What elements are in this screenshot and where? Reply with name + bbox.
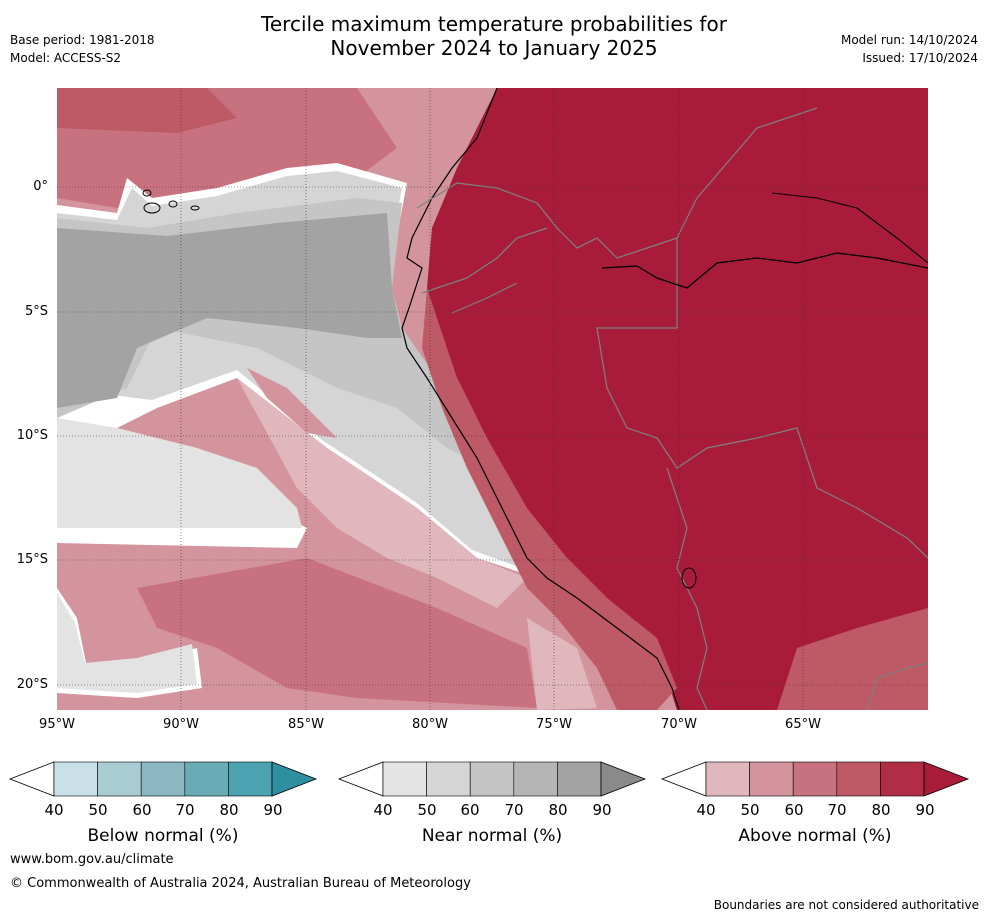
cb-title-near: Near normal (%) <box>421 826 563 846</box>
disclaimer: Boundaries are not considered authoritat… <box>713 898 979 912</box>
colorbar-segment <box>469 761 515 797</box>
colorbar-segment <box>749 761 794 797</box>
colorbar-segment <box>382 761 427 797</box>
above-40-tongue <box>237 378 527 608</box>
cb1-tick-80: 80 <box>548 801 568 819</box>
cb0-tick-40: 40 <box>44 801 64 819</box>
colorbar-segment <box>792 761 838 797</box>
cb2-tick-90: 90 <box>915 801 935 819</box>
lon-label-85w: 85°W <box>288 717 324 732</box>
cb1-tick-90: 90 <box>592 801 612 819</box>
northwest-band-darker <box>57 88 237 133</box>
boundary-southeast <box>866 662 928 710</box>
colorbar-near-normal <box>337 761 647 797</box>
cb2-tick-80: 80 <box>871 801 891 819</box>
cb1-tick-40: 40 <box>373 801 393 819</box>
south-above-60 <box>137 558 537 708</box>
cb0-tick-80: 80 <box>219 801 239 819</box>
above-50-patch <box>247 368 337 438</box>
colorbar-segment <box>53 761 98 797</box>
cb0-tick-70: 70 <box>175 801 195 819</box>
colorbar-extend-low <box>660 761 707 797</box>
boundary-peru-brazil-bolivia <box>596 238 928 559</box>
lake-titicaca <box>681 567 697 589</box>
galapagos-san-cristobal <box>190 205 200 211</box>
coastal-above-40 <box>527 618 597 710</box>
model-run: Model run: 14/10/2024 <box>840 33 978 47</box>
cb0-tick-60: 60 <box>132 801 152 819</box>
cb1-tick-70: 70 <box>504 801 524 819</box>
lat-label-5s: 5°S <box>24 304 48 319</box>
galapagos-isabela <box>143 202 161 214</box>
issued-date: Issued: 17/10/2024 <box>862 51 978 65</box>
title-line-1: Tercile maximum temperature probabilitie… <box>261 12 727 36</box>
colorbar-extend-high <box>271 761 318 797</box>
colorbar-extend-low <box>337 761 384 797</box>
lat-label-15s: 15°S <box>16 552 48 567</box>
colorbars <box>8 761 970 797</box>
colorbar-segment <box>513 761 558 797</box>
boundary-ecuador-peru <box>421 227 548 314</box>
southeast-above-70 <box>777 608 928 710</box>
cb2-tick-70: 70 <box>827 801 847 819</box>
boundary-colombia-ecuador <box>416 107 818 259</box>
rio-negro <box>771 192 928 264</box>
south-grey-pocket <box>57 593 197 693</box>
colorbar-segment <box>228 761 273 797</box>
graticule <box>57 88 928 710</box>
coastline <box>401 88 680 710</box>
lat-label-10s: 10°S <box>16 428 48 443</box>
galapagos-fernandina <box>142 189 152 197</box>
lon-label-75w: 75°W <box>536 717 572 732</box>
colorbar-below-normal <box>8 761 318 797</box>
near-normal-40-south <box>57 418 302 528</box>
base-period: Base period: 1981-2018 <box>10 33 155 47</box>
cb-title-below: Below normal (%) <box>87 826 239 846</box>
colorbar-extend-low <box>8 761 55 797</box>
title-line-2: November 2024 to January 2025 <box>330 36 658 60</box>
boundary-peru-bolivia-south <box>666 467 708 710</box>
website-link[interactable]: www.bom.gov.au/climate <box>10 852 174 867</box>
cb0-tick-90: 90 <box>263 801 283 819</box>
cb2-tick-50: 50 <box>740 801 760 819</box>
meta-right: Model run: 14/10/2024 Issued: 17/10/2024 <box>841 31 978 67</box>
lat-label-0: 0° <box>33 179 48 194</box>
cb1-tick-50: 50 <box>417 801 437 819</box>
lon-label-70w: 70°W <box>661 717 697 732</box>
colorbar-segment <box>836 761 881 797</box>
colorbar-extend-high <box>923 761 970 797</box>
coastal-above-70 <box>422 288 677 710</box>
land-above-90 <box>407 88 928 710</box>
colorbar-segment <box>426 761 471 797</box>
cb-title-above: Above normal (%) <box>738 826 892 846</box>
map-title: Tercile maximum temperature probabilitie… <box>0 12 988 60</box>
model-name: Model: ACCESS-S2 <box>10 51 122 65</box>
colorbar-segment <box>97 761 142 797</box>
galapagos-santa-cruz <box>168 200 178 208</box>
amazon-river <box>601 252 928 289</box>
lon-label-95w: 95°W <box>39 717 75 732</box>
cb2-tick-60: 60 <box>784 801 804 819</box>
colorbar-extend-high <box>600 761 647 797</box>
near-normal-80 <box>57 213 402 408</box>
colorbar-above-normal <box>660 761 970 797</box>
probability-map <box>57 88 928 710</box>
colorbar-segment <box>705 761 750 797</box>
copyright: © Commonwealth of Australia 2024, Austra… <box>10 876 471 891</box>
lat-label-20s: 20°S <box>16 677 48 692</box>
cb2-tick-40: 40 <box>696 801 716 819</box>
colorbar-segment <box>184 761 229 797</box>
lon-label-65w: 65°W <box>785 717 821 732</box>
meta-left: Base period: 1981-2018 Model: ACCESS-S2 <box>10 31 155 67</box>
colorbar-segment <box>140 761 186 797</box>
lon-label-90w: 90°W <box>163 717 199 732</box>
cb0-tick-50: 50 <box>88 801 108 819</box>
cb1-tick-60: 60 <box>460 801 480 819</box>
lon-label-80w: 80°W <box>412 717 448 732</box>
colorbar-segment <box>880 761 925 797</box>
colorbar-segment <box>557 761 602 797</box>
